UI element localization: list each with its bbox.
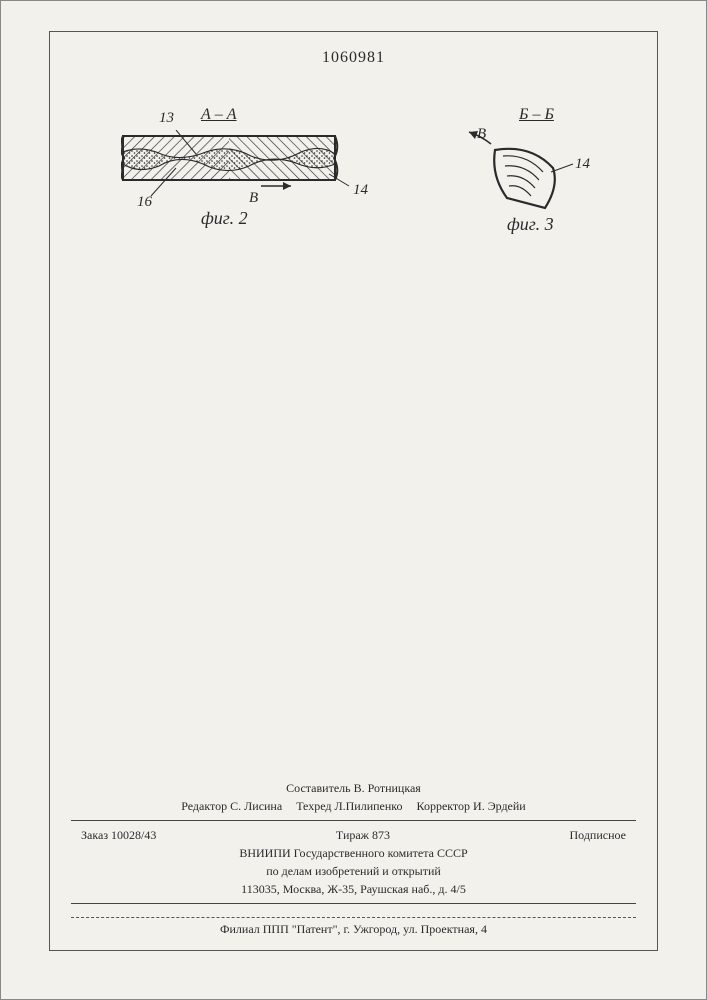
divider-1 bbox=[71, 820, 636, 821]
fig2-callout-13: 13 bbox=[159, 110, 174, 127]
org-line-1: ВНИИПИ Государственного комитета СССР bbox=[71, 844, 636, 862]
order-number: Заказ 10028/43 bbox=[81, 826, 156, 844]
fig2-callout-16: 16 bbox=[137, 194, 152, 211]
org-line-2: по делам изобретений и открытий bbox=[71, 862, 636, 880]
order-row: Заказ 10028/43 Тираж 873 Подписное bbox=[71, 826, 636, 844]
fig2-section-label: А – А bbox=[201, 106, 237, 124]
fig2-callout-14: 14 bbox=[353, 182, 368, 199]
page: 1060981 А – А 13 bbox=[0, 0, 707, 1000]
fig3-section-label: Б – Б bbox=[519, 106, 554, 124]
fig3-caption: фиг. 3 bbox=[507, 214, 554, 235]
fig3-callout-14: 14 bbox=[575, 156, 590, 173]
fig3-arrow-letter: В bbox=[477, 126, 486, 143]
fig2-drawing bbox=[121, 130, 351, 202]
org-address: 113035, Москва, Ж-35, Раушская наб., д. … bbox=[71, 880, 636, 898]
compiler-line: Составитель В. Ротницкая bbox=[71, 779, 636, 797]
divider-2 bbox=[71, 903, 636, 904]
branch-text: Филиал ППП "Патент", г. Ужгород, ул. Про… bbox=[220, 922, 487, 936]
corrector: Корректор И. Эрдейи bbox=[417, 797, 526, 815]
figure-2: А – А 13 bbox=[101, 106, 371, 266]
document-number: 1060981 bbox=[1, 49, 706, 67]
fig2-caption: фиг. 2 bbox=[201, 208, 248, 229]
figure-3: Б – Б В 14 фиг. 3 bbox=[441, 106, 601, 266]
credits-row: Редактор С. Лисина Техред Л.Пилипенко Ко… bbox=[71, 797, 636, 815]
publication-footer: Составитель В. Ротницкая Редактор С. Лис… bbox=[71, 779, 636, 909]
branch-rule bbox=[71, 917, 636, 918]
figures-area: А – А 13 bbox=[91, 106, 616, 276]
fig2-arrow-letter: В bbox=[249, 190, 258, 207]
editor: Редактор С. Лисина bbox=[181, 797, 282, 815]
print-run: Тираж 873 bbox=[336, 826, 390, 844]
branch-line: Филиал ППП "Патент", г. Ужгород, ул. Про… bbox=[71, 917, 636, 937]
subscription: Подписное bbox=[570, 826, 627, 844]
techred: Техред Л.Пилипенко bbox=[296, 797, 402, 815]
